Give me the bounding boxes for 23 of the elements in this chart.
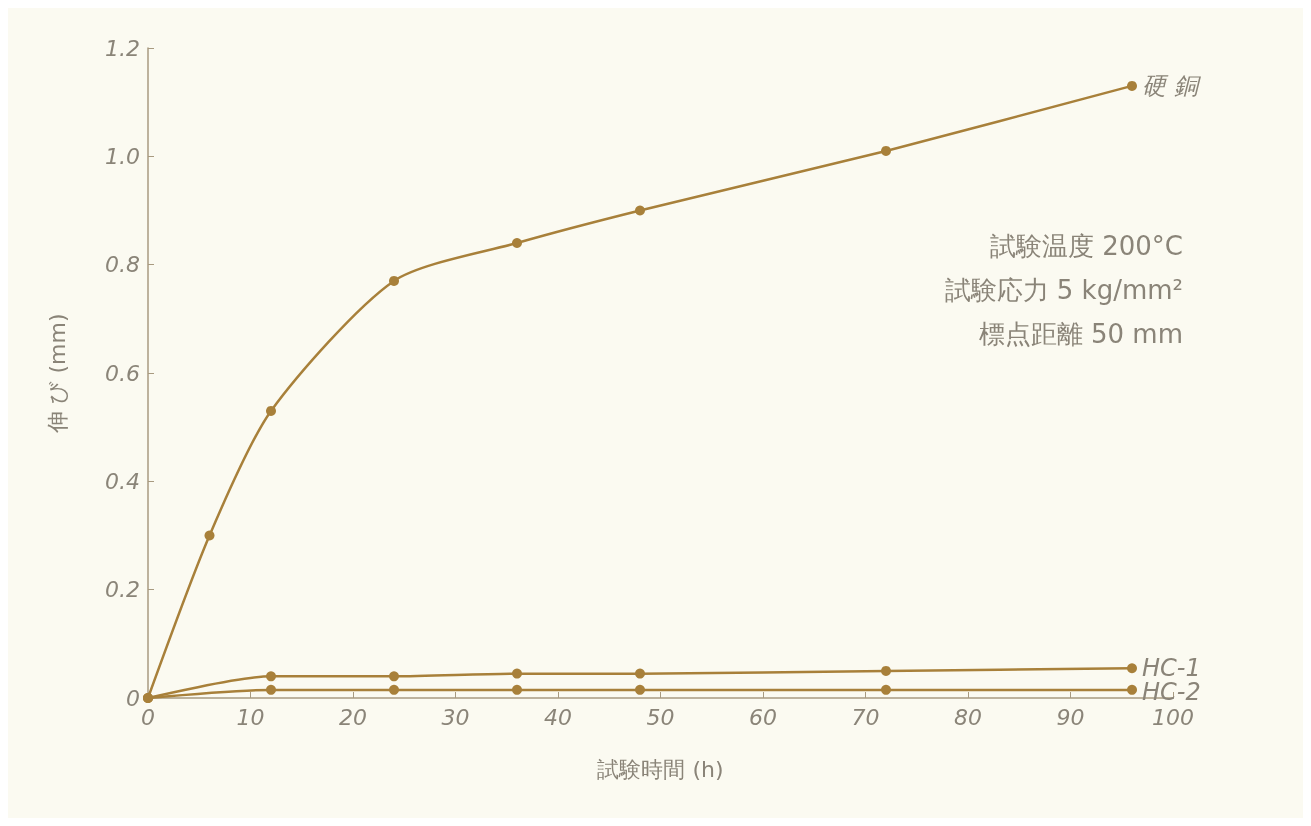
x-tick-label: 40 <box>544 704 572 730</box>
y-tick-label: 0 <box>126 685 140 711</box>
y-tick-label: 1.2 <box>105 35 140 61</box>
y-tick-label: 0.8 <box>105 252 140 278</box>
y-tick-label: 0.4 <box>105 468 140 494</box>
x-tick-label: 60 <box>749 704 777 730</box>
x-tick-label: 50 <box>646 704 675 730</box>
y-tick-label: 0.2 <box>105 577 140 603</box>
annotation: 試験応力 5 kg/mm² <box>944 275 1183 305</box>
y-tick-label: 0.6 <box>105 360 140 386</box>
annotation: 試験温度 200°C <box>989 231 1183 261</box>
x-tick-label: 70 <box>851 704 880 730</box>
x-tick-label: 100 <box>1152 704 1194 730</box>
x-tick-label: 20 <box>339 704 367 730</box>
x-tick-label: 30 <box>441 704 470 730</box>
x-tick-label: 90 <box>1056 704 1085 730</box>
x-axis-title: 試験時間 (h) <box>597 756 724 782</box>
annotation: 標点距離 50 mm <box>978 319 1184 349</box>
x-tick-label: 10 <box>236 704 265 730</box>
y-tick-label: 1.0 <box>105 143 140 169</box>
y-axis-title: 伸 び (mm) <box>44 313 70 434</box>
series-label: 硬 銅 <box>1142 71 1201 100</box>
x-tick-label: 80 <box>954 704 982 730</box>
